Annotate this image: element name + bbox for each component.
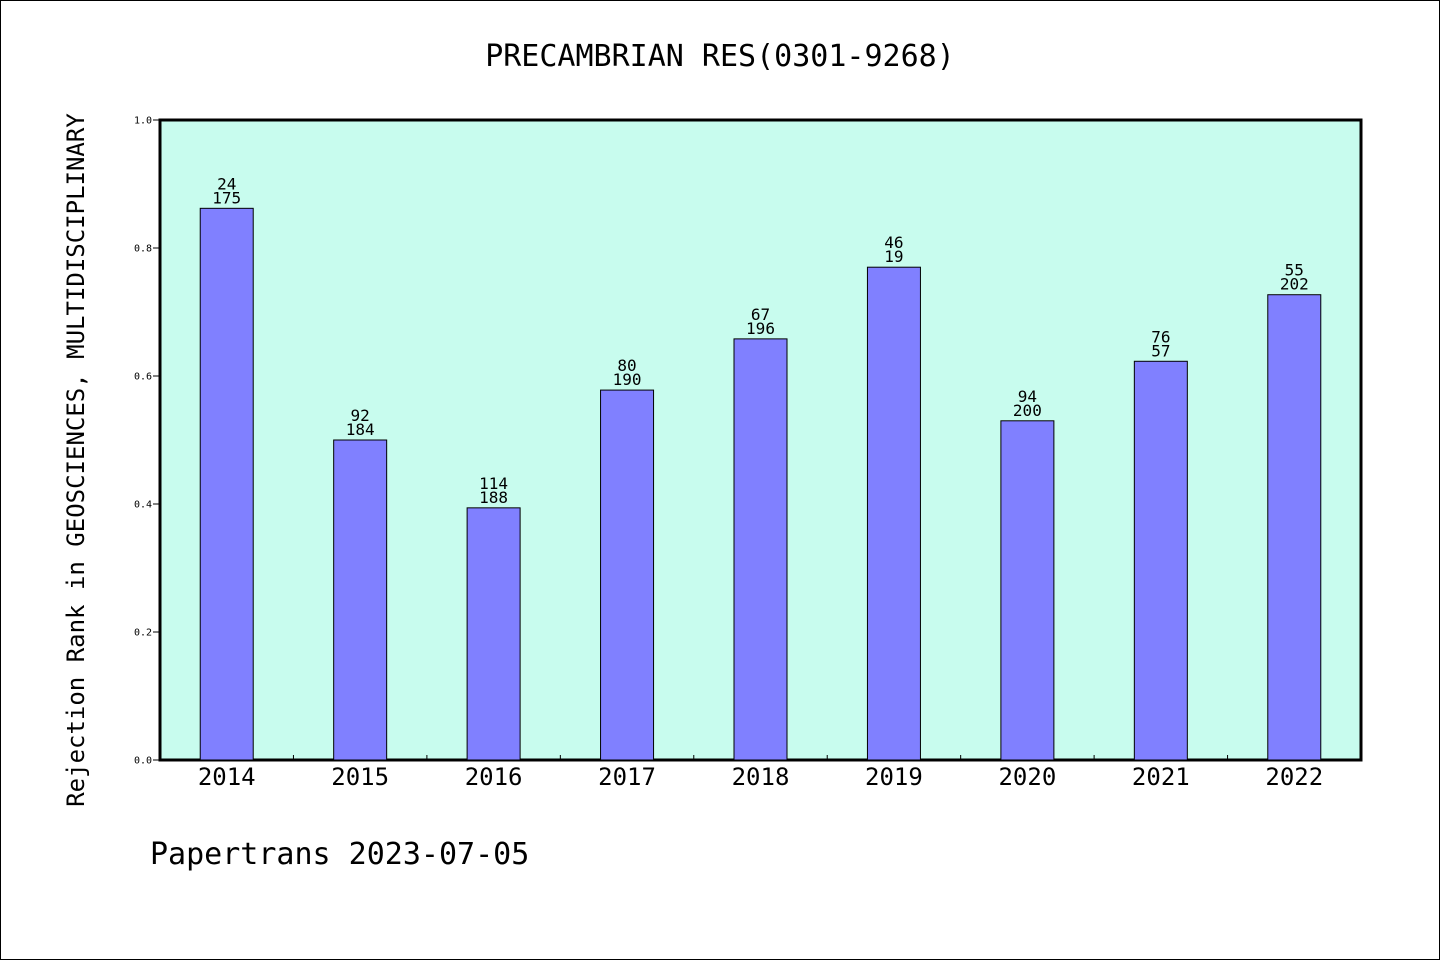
x-tick-label: 2017 xyxy=(598,763,656,791)
data-label-bottom: 196 xyxy=(746,319,775,338)
data-label-top: 67 xyxy=(751,305,770,324)
x-tick-label: 2022 xyxy=(1265,763,1323,791)
data-label-bottom: 19 xyxy=(884,247,903,266)
bar-2019 xyxy=(866,266,921,761)
data-label-top: 92 xyxy=(351,406,370,425)
footer-watermark: Papertrans 2023-07-05 xyxy=(150,837,529,872)
x-tick-label: 2020 xyxy=(998,763,1056,791)
bar-2016 xyxy=(466,507,521,761)
x-tick-label: 2015 xyxy=(331,763,389,791)
x-tick-label: 2018 xyxy=(732,763,790,791)
data-label-top: 76 xyxy=(1151,327,1170,346)
bar-2015 xyxy=(333,439,388,761)
data-label-bottom: 190 xyxy=(613,370,642,389)
bar-2020 xyxy=(1000,420,1055,761)
y-tick-label: 0.8 xyxy=(134,244,152,255)
y-tick-label: 0.6 xyxy=(134,372,152,383)
data-label-bottom: 202 xyxy=(1280,275,1309,294)
y-tick-label: 1.0 xyxy=(134,116,152,127)
data-label-bottom: 188 xyxy=(479,488,508,507)
data-label-top: 24 xyxy=(217,174,236,193)
x-tick-label: 2016 xyxy=(465,763,523,791)
y-axis-label: Rejection Rank in GEOSCIENCES, MULTIDISC… xyxy=(62,113,90,807)
data-label-top: 94 xyxy=(1018,387,1037,406)
bar-2021 xyxy=(1133,360,1188,761)
x-tick-label: 2019 xyxy=(865,763,923,791)
x-axis: 2014 2015 2016 2017 2018 2019 2020 2021 2022 xyxy=(198,755,1323,791)
bars xyxy=(199,207,1322,761)
y-tick-label: 0.0 xyxy=(134,756,152,767)
data-label-bottom: 57 xyxy=(1151,341,1170,360)
y-tick-label: 0.2 xyxy=(134,628,152,639)
y-tick-label: 0.4 xyxy=(134,500,152,511)
bar-2017 xyxy=(600,389,655,761)
chart-title: PRECAMBRIAN RES(0301-9268) xyxy=(485,39,955,74)
data-label-top: 114 xyxy=(479,474,508,493)
data-label-top: 80 xyxy=(617,356,636,375)
x-tick-label: 2014 xyxy=(198,763,256,791)
data-label-bottom: 184 xyxy=(346,420,375,439)
x-tick-label: 2021 xyxy=(1132,763,1190,791)
bar-2022 xyxy=(1267,294,1322,761)
data-label-bottom: 200 xyxy=(1013,401,1042,420)
bar-2018 xyxy=(733,338,788,761)
data-label-top: 46 xyxy=(884,233,903,252)
bar-2014 xyxy=(199,207,254,761)
data-label-bottom: 175 xyxy=(212,188,241,207)
data-label-top: 55 xyxy=(1285,261,1304,280)
y-axis: 0.0 0.2 0.4 0.6 0.8 1.0 xyxy=(134,116,160,767)
